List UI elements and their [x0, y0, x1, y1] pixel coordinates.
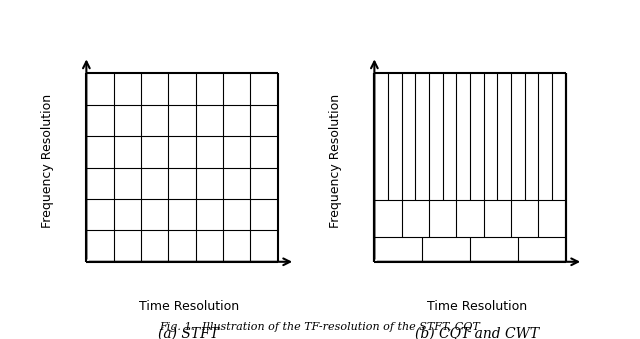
Text: (a) STFT: (a) STFT [158, 326, 220, 339]
Text: Fig. 1.  Illustration of the TF-resolution of the STFT, CQT: Fig. 1. Illustration of the TF-resolutio… [159, 322, 481, 332]
Text: (b) CQT and CWT: (b) CQT and CWT [415, 326, 539, 339]
Text: Time Resolution: Time Resolution [139, 300, 239, 313]
Text: Time Resolution: Time Resolution [427, 300, 527, 313]
Text: Frequency Resolution: Frequency Resolution [41, 94, 54, 228]
Text: Frequency Resolution: Frequency Resolution [329, 94, 342, 228]
